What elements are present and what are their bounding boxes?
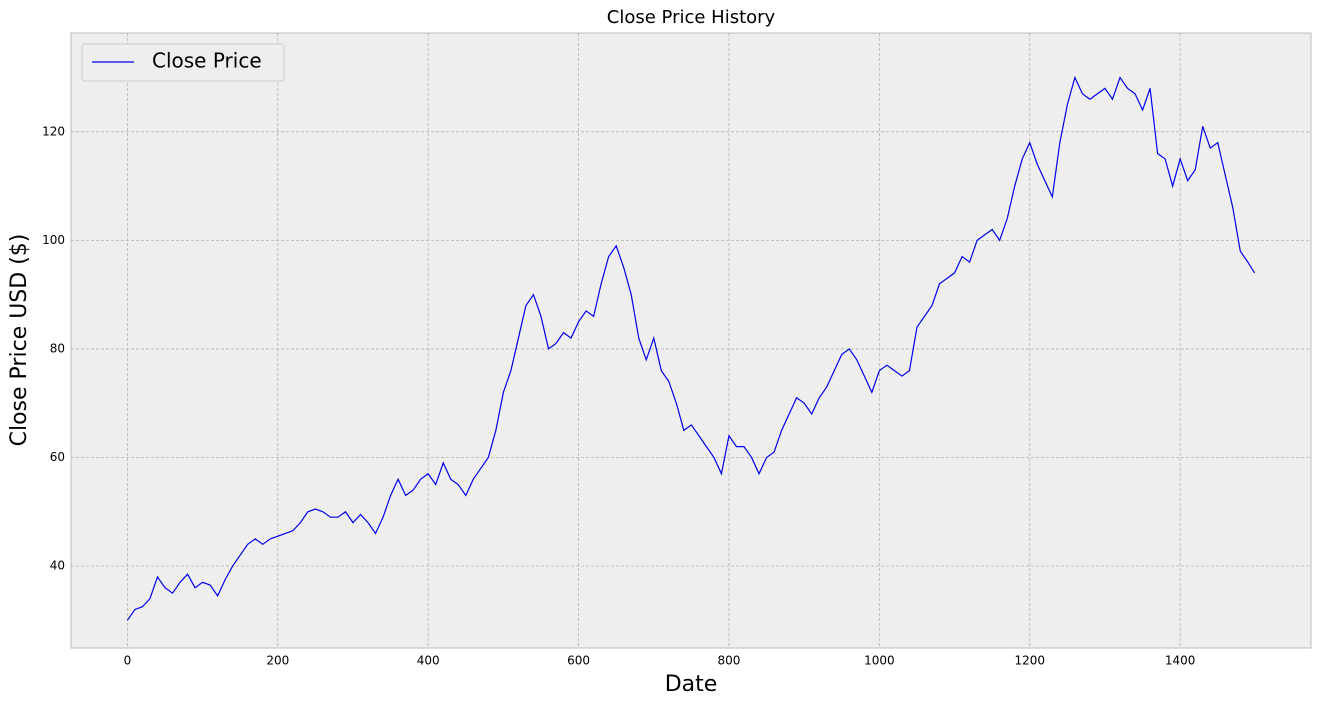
y-tick-label: 40 — [50, 559, 65, 573]
y-tick-label: 100 — [42, 233, 65, 247]
x-tick-label: 0 — [124, 654, 132, 668]
x-tick-label: 400 — [417, 654, 440, 668]
x-tick-label: 1000 — [864, 654, 895, 668]
x-tick-label: 1400 — [1165, 654, 1196, 668]
x-tick-label: 800 — [718, 654, 741, 668]
x-tick-label: 200 — [266, 654, 289, 668]
y-tick-label: 120 — [42, 124, 65, 138]
x-tick-label: 1200 — [1014, 654, 1045, 668]
y-tick-label: 60 — [50, 450, 65, 464]
price-line — [126, 75, 1256, 621]
chart-title: Close Price History — [607, 7, 776, 28]
x-tick-label: 600 — [567, 654, 590, 668]
plot-area — [70, 32, 1312, 649]
y-axis-label: Close Price USD ($) — [7, 234, 32, 447]
legend-label: Close Price — [152, 49, 262, 73]
legend-box — [81, 43, 285, 82]
x-axis-label: Date — [665, 672, 718, 697]
y-tick-label: 80 — [50, 341, 65, 355]
